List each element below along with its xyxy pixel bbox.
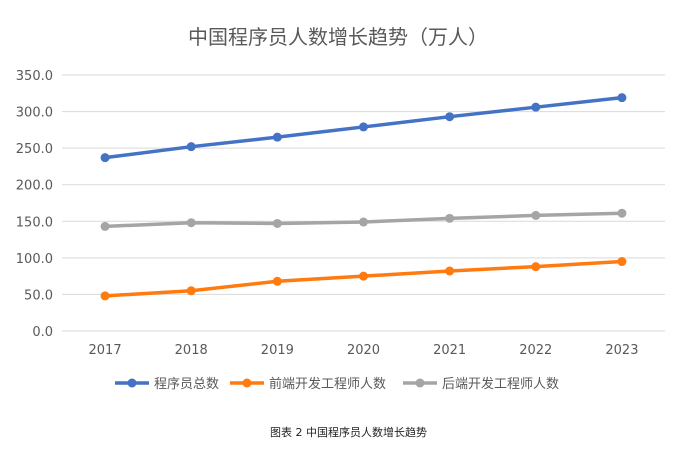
- data-point: [359, 271, 368, 281]
- y-tick-label: 300.0: [16, 106, 53, 121]
- figure-caption: 图表 2 中国程序员人数增长趋势: [270, 426, 427, 439]
- legend-marker-0: [127, 378, 137, 388]
- legend-marker-2: [415, 378, 425, 388]
- y-tick-label: 200.0: [16, 179, 53, 194]
- data-point: [531, 102, 541, 112]
- data-point: [445, 266, 455, 276]
- data-point: [272, 276, 282, 286]
- x-tick-label: 2018: [175, 343, 208, 358]
- y-tick-label: 0.0: [32, 325, 53, 340]
- data-point: [186, 142, 196, 152]
- y-tick-label: 50.0: [24, 288, 53, 303]
- data-point: [531, 210, 541, 220]
- line-chart: 中国程序员人数增长趋势（万人） 0.0 50.0 100.0 150.0 200.0 25…: [16, 25, 665, 392]
- data-point: [617, 208, 627, 218]
- data-point: [617, 257, 627, 267]
- x-tick-label: 2019: [261, 343, 294, 358]
- chart-title: 中国程序员人数增长趋势（万人）: [188, 25, 488, 49]
- x-tick-label: 2022: [519, 343, 552, 358]
- data-point: [186, 286, 196, 296]
- y-tick-label: 250.0: [16, 142, 53, 157]
- x-tick-label: 2020: [347, 343, 380, 358]
- y-tick-label: 100.0: [16, 252, 53, 267]
- data-point: [100, 153, 110, 163]
- data-point: [359, 122, 368, 132]
- data-point: [272, 132, 282, 142]
- data-point: [445, 112, 455, 122]
- legend-label-2: 后端开发工程师人数: [442, 376, 559, 392]
- x-tick-label: 2017: [89, 343, 122, 358]
- data-point: [186, 218, 196, 228]
- legend-label-1: 前端开发工程师人数: [269, 376, 386, 392]
- data-point: [100, 221, 110, 231]
- y-tick-label: 150.0: [16, 215, 53, 230]
- data-point: [272, 218, 282, 228]
- data-point: [531, 262, 541, 272]
- data-point: [359, 217, 368, 227]
- y-tick-label: 350.0: [16, 69, 53, 84]
- data-point: [445, 213, 455, 223]
- legend-label-0: 程序员总数: [154, 377, 219, 392]
- data-point: [100, 291, 110, 301]
- data-point: [617, 93, 627, 103]
- legend-marker-1: [242, 378, 252, 388]
- x-tick-label: 2021: [433, 343, 466, 358]
- x-tick-label: 2023: [605, 343, 638, 358]
